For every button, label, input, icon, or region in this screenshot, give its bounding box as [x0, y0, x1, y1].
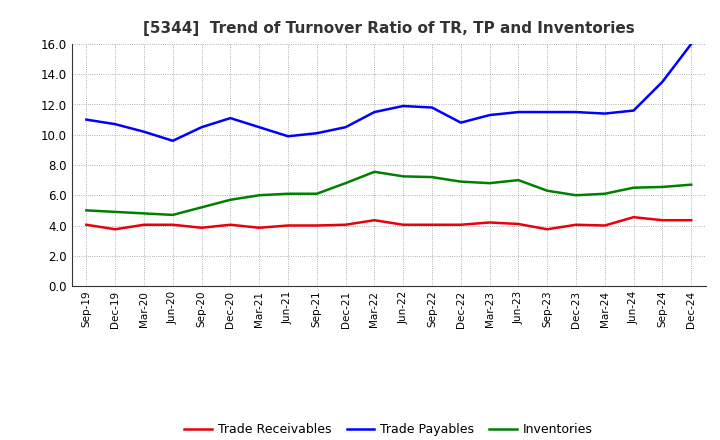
Trade Payables: [399, 103, 408, 109]
Trade Payables: [514, 110, 523, 115]
Line: Trade Receivables: Trade Receivables: [86, 217, 691, 229]
Trade Receivables: [226, 222, 235, 227]
Trade Receivables: [197, 225, 206, 231]
Trade Payables: [428, 105, 436, 110]
Trade Payables: [226, 115, 235, 121]
Inventories: [485, 180, 494, 186]
Trade Receivables: [370, 217, 379, 223]
Line: Inventories: Inventories: [86, 172, 691, 215]
Inventories: [140, 211, 148, 216]
Trade Payables: [687, 41, 696, 47]
Inventories: [168, 212, 177, 217]
Trade Receivables: [341, 222, 350, 227]
Inventories: [572, 193, 580, 198]
Inventories: [370, 169, 379, 174]
Trade Receivables: [111, 227, 120, 232]
Inventories: [341, 180, 350, 186]
Trade Payables: [255, 125, 264, 130]
Line: Trade Payables: Trade Payables: [86, 44, 691, 141]
Trade Receivables: [514, 221, 523, 227]
Inventories: [82, 208, 91, 213]
Trade Receivables: [82, 222, 91, 227]
Trade Payables: [543, 110, 552, 115]
Title: [5344]  Trend of Turnover Ratio of TR, TP and Inventories: [5344] Trend of Turnover Ratio of TR, TP…: [143, 21, 634, 36]
Trade Payables: [82, 117, 91, 122]
Trade Payables: [485, 113, 494, 118]
Trade Receivables: [456, 222, 465, 227]
Legend: Trade Receivables, Trade Payables, Inventories: Trade Receivables, Trade Payables, Inven…: [179, 418, 598, 440]
Inventories: [111, 209, 120, 215]
Trade Payables: [197, 125, 206, 130]
Trade Payables: [284, 134, 292, 139]
Inventories: [399, 174, 408, 179]
Trade Payables: [140, 129, 148, 134]
Trade Receivables: [658, 217, 667, 223]
Trade Receivables: [428, 222, 436, 227]
Inventories: [312, 191, 321, 196]
Inventories: [629, 185, 638, 191]
Trade Payables: [658, 79, 667, 84]
Inventories: [456, 179, 465, 184]
Inventories: [255, 193, 264, 198]
Trade Receivables: [543, 227, 552, 232]
Inventories: [687, 182, 696, 187]
Inventories: [600, 191, 609, 196]
Trade Payables: [341, 125, 350, 130]
Trade Receivables: [284, 223, 292, 228]
Trade Receivables: [140, 222, 148, 227]
Trade Receivables: [255, 225, 264, 231]
Trade Receivables: [485, 220, 494, 225]
Trade Payables: [168, 138, 177, 143]
Trade Payables: [629, 108, 638, 113]
Trade Receivables: [687, 217, 696, 223]
Trade Receivables: [168, 222, 177, 227]
Inventories: [658, 184, 667, 190]
Trade Receivables: [572, 222, 580, 227]
Trade Payables: [572, 110, 580, 115]
Inventories: [226, 197, 235, 202]
Trade Receivables: [312, 223, 321, 228]
Inventories: [284, 191, 292, 196]
Trade Payables: [370, 110, 379, 115]
Trade Receivables: [600, 223, 609, 228]
Trade Payables: [456, 120, 465, 125]
Trade Receivables: [399, 222, 408, 227]
Inventories: [514, 177, 523, 183]
Trade Payables: [600, 111, 609, 116]
Inventories: [197, 205, 206, 210]
Inventories: [428, 174, 436, 180]
Trade Payables: [111, 121, 120, 127]
Trade Receivables: [629, 215, 638, 220]
Trade Payables: [312, 131, 321, 136]
Inventories: [543, 188, 552, 193]
